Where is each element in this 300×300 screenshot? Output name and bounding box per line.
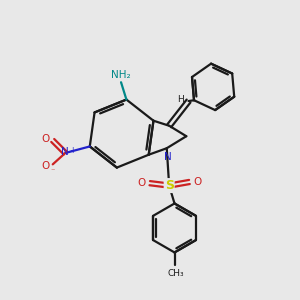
Text: N: N bbox=[61, 147, 69, 157]
Text: NH₂: NH₂ bbox=[111, 70, 130, 80]
Text: CH₃: CH₃ bbox=[168, 268, 184, 278]
Text: N: N bbox=[164, 152, 172, 162]
Text: ⁻: ⁻ bbox=[50, 167, 55, 176]
Text: O: O bbox=[194, 177, 202, 187]
Text: +: + bbox=[70, 146, 76, 155]
Text: O: O bbox=[137, 178, 146, 188]
Text: H: H bbox=[177, 95, 184, 104]
Text: O: O bbox=[41, 160, 49, 171]
Text: O: O bbox=[41, 134, 49, 144]
Text: S: S bbox=[165, 179, 174, 192]
